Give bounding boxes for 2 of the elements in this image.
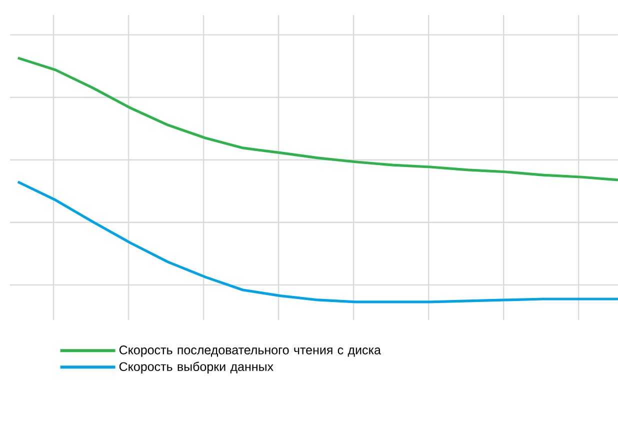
legend-label: Скорость выборки данных xyxy=(119,362,274,374)
legend-label: Скорость последовательного чтения с диска xyxy=(119,346,381,357)
